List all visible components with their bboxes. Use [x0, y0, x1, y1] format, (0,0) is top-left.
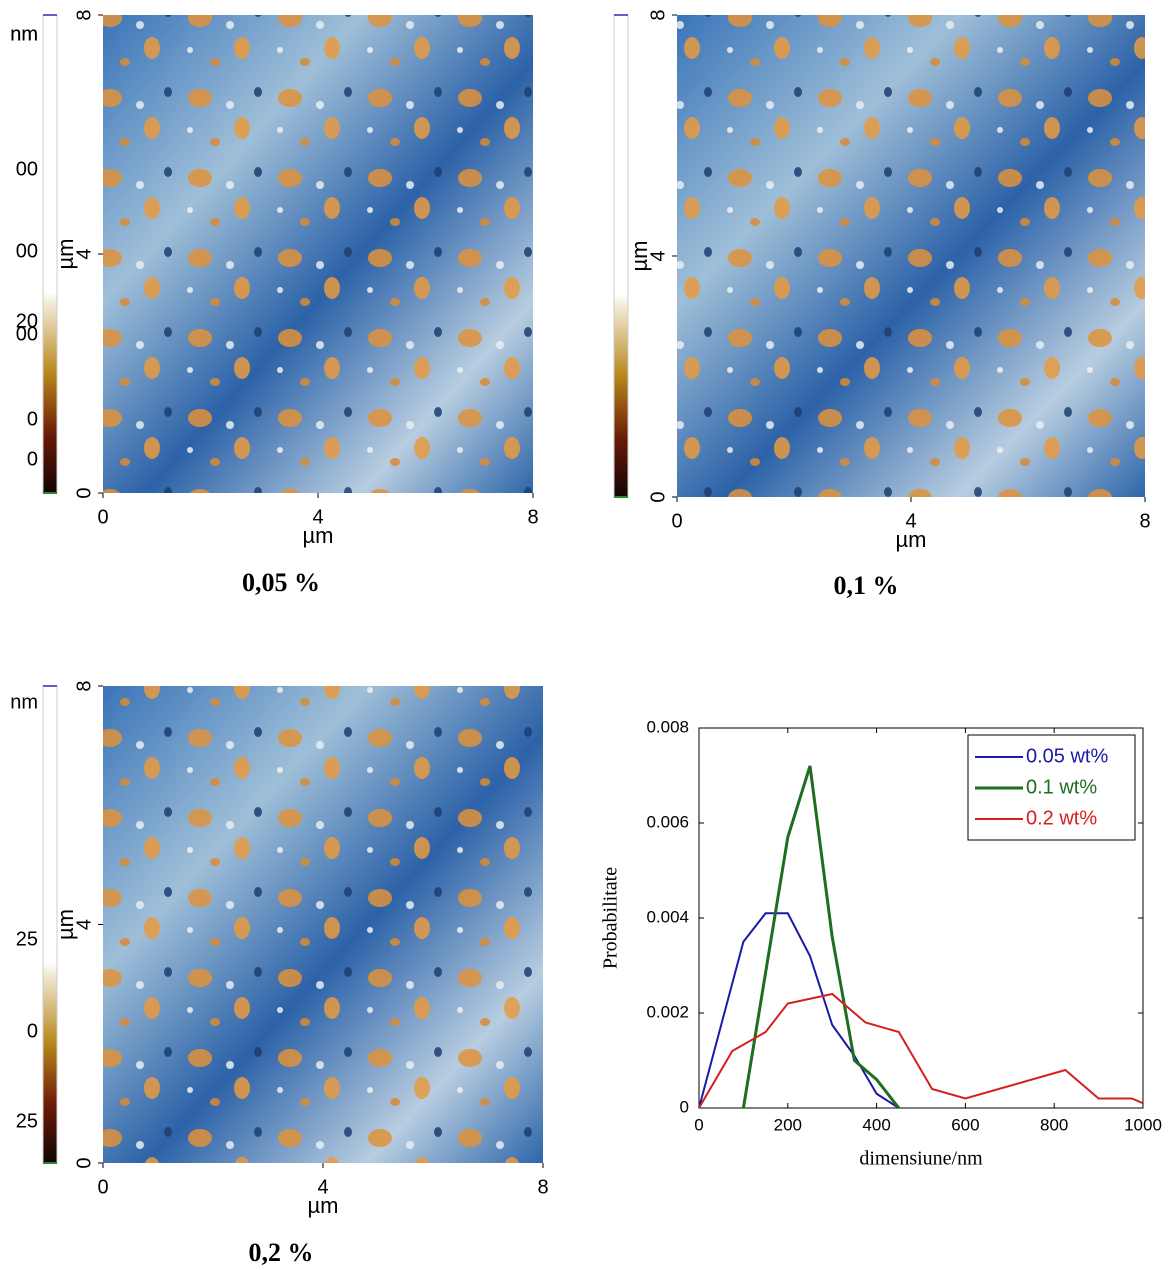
y-tick-label: 0 — [73, 1157, 95, 1168]
y-tick-label: 0.002 — [646, 1002, 689, 1021]
y-axis-label: Probabilitate — [600, 867, 622, 969]
y-tick-label: 4 — [73, 919, 95, 930]
x-tick-label: 400 — [862, 1115, 890, 1134]
y-tick-label: 0 — [647, 491, 669, 502]
colorbar-label: 25 — [16, 928, 38, 950]
x-axis-label: µm — [307, 1193, 338, 1218]
x-tick-label: 1000 — [1124, 1115, 1162, 1134]
caption: 0,05 % — [242, 568, 320, 597]
caption: 0,2 % — [249, 1238, 314, 1267]
y-tick-label: 8 — [73, 680, 95, 691]
y-tick-label: 0 — [73, 487, 95, 498]
colorbar-label: 0 — [27, 448, 38, 470]
colorbar-label: nm — [10, 23, 38, 45]
x-tick-label: 800 — [1040, 1115, 1068, 1134]
x-tick-label: 8 — [527, 506, 538, 528]
colorbar-label: nm — [10, 691, 38, 713]
x-tick-label: 0 — [97, 506, 108, 528]
colorbar-label: 00 — [16, 240, 38, 262]
y-tick-label: 8 — [73, 9, 95, 20]
x-tick-label: 600 — [951, 1115, 979, 1134]
colorbar-label: 0 — [27, 408, 38, 430]
afm-texture — [103, 686, 543, 1163]
colorbar-label: 00 — [16, 323, 38, 345]
y-tick-label: 4 — [73, 248, 95, 259]
y-axis-label: µm — [53, 909, 78, 940]
y-tick-label: 0.004 — [646, 907, 689, 926]
series-line — [698, 912, 900, 1109]
x-tick-label: 200 — [774, 1115, 802, 1134]
x-axis-label: µm — [895, 527, 926, 552]
colorbar-label: 20 — [16, 310, 38, 332]
y-axis-label: µm — [627, 240, 652, 271]
y-tick-label: 4 — [647, 250, 669, 261]
y-tick-label: 0.008 — [646, 717, 689, 736]
y-axis-label: µm — [53, 238, 78, 269]
y-tick-label: 0 — [680, 1097, 689, 1116]
legend-label: 0.05 wt% — [1026, 745, 1108, 767]
series-line — [741, 765, 900, 1109]
colorbar-label: 0 — [27, 1020, 38, 1042]
x-tick-label: 4 — [317, 1176, 328, 1198]
x-tick-label: 4 — [905, 510, 916, 532]
y-tick-label: 8 — [647, 9, 669, 20]
x-tick-label: 8 — [537, 1176, 548, 1198]
y-tick-label: 0.006 — [646, 812, 689, 831]
colorbar-label: 25 — [16, 1110, 38, 1132]
x-tick-label: 0 — [694, 1115, 703, 1134]
x-tick-label: 0 — [97, 1176, 108, 1198]
series-line — [698, 992, 1144, 1109]
afm-texture — [103, 15, 533, 493]
legend-label: 0.2 wt% — [1026, 807, 1097, 829]
x-axis-label: dimensiune/nm — [859, 1148, 983, 1170]
afm-texture — [677, 15, 1145, 497]
x-tick-label: 0 — [671, 510, 682, 532]
caption: 0,1 % — [834, 571, 899, 600]
x-tick-label: 4 — [312, 506, 323, 528]
legend-label: 0.1 wt% — [1026, 776, 1097, 798]
x-tick-label: 8 — [1139, 510, 1150, 532]
colorbar-label: nm — [10, 23, 38, 45]
colorbar-label: 00 — [16, 158, 38, 180]
x-axis-label: µm — [302, 523, 333, 548]
